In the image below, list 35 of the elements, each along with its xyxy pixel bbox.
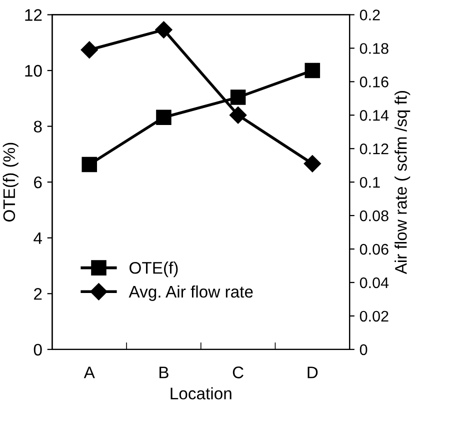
- y-axis-title: OTE(f) (%): [2, 142, 18, 222]
- y2-tick-label: 0.02: [360, 310, 388, 322]
- y2-tick-label: 0.08: [360, 210, 388, 222]
- y-tick-label: 0: [34, 344, 42, 356]
- y2-tick-label: 0.2: [360, 10, 380, 20]
- legend-label: OTE(f): [130, 262, 178, 278]
- x-tick-label: B: [160, 366, 168, 378]
- point: [156, 110, 172, 126]
- x-tick-label: D: [308, 366, 318, 378]
- legend-label: Avg. Air flow rate: [128, 285, 253, 301]
- y-tick-label: 10: [25, 64, 42, 77]
- y2-tick-label: 0.12: [360, 143, 388, 154]
- x-axis-title: Location: [170, 387, 232, 400]
- y2-tick-label: 0: [360, 344, 368, 356]
- y-tick-label: 4: [34, 232, 42, 244]
- point: [304, 155, 321, 172]
- y2-tick-label: 0.16: [360, 76, 388, 88]
- x-tick-label: A: [84, 366, 95, 378]
- y-tick-label: 8: [34, 120, 42, 133]
- y2-tick-label: 0.1: [360, 176, 380, 188]
- y-tick-label: 6: [34, 176, 42, 188]
- y2-axis-title: Air flow rate ( scfm /sq ft): [394, 90, 410, 274]
- x-tick-label: C: [232, 366, 244, 378]
- point: [82, 156, 98, 172]
- y2-tick-label: 0.18: [360, 43, 388, 54]
- point: [80, 41, 98, 58]
- point: [230, 90, 246, 105]
- point: [230, 106, 247, 124]
- point: [304, 62, 320, 78]
- y2-tick-label: 0.06: [360, 244, 388, 255]
- y-tick-label: 2: [34, 288, 42, 300]
- y2-tick-label: 0.04: [360, 277, 389, 288]
- point: [155, 21, 172, 38]
- y2-tick-label: 0.14: [360, 110, 389, 121]
- y-tick-label: 12: [25, 9, 42, 21]
